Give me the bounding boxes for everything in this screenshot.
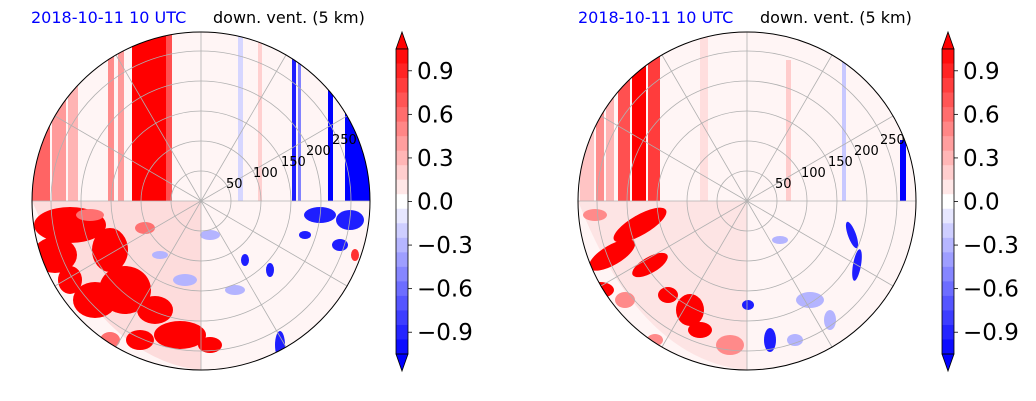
colorbar-tick-label: −0.6 (963, 277, 1019, 303)
colorbar-tick-label: 0.9 (417, 59, 454, 85)
colorbar-band (396, 324, 408, 340)
radial-tick-label: 100 (801, 166, 826, 181)
colorbar-extend-min (395, 353, 409, 373)
colorbar-band (942, 179, 954, 195)
colorbar-band (396, 107, 408, 123)
colorbar-band (942, 150, 954, 166)
colorbar-band (396, 252, 408, 268)
colorbar-tick-label: 0.6 (963, 102, 1000, 128)
colorbar-band (396, 92, 408, 108)
colorbar-band (942, 339, 954, 355)
colorbar-band (396, 165, 408, 181)
radial-tick-label: 250 (880, 133, 905, 148)
panel-2-frame (577, 31, 917, 371)
colorbar-band (396, 78, 408, 93)
panel-2-radial-tick-labels: 50 100 150 200 250 (775, 133, 905, 192)
colorbar-band (942, 252, 954, 268)
colorbar-band (396, 223, 408, 239)
panel-2-grid (578, 32, 916, 370)
colorbar-band (942, 78, 954, 93)
colorbar-band (396, 49, 408, 64)
colorbar-tick-label: −0.3 (963, 233, 1019, 259)
panel-1-title-left: 2018-10-11 10 UTC (31, 8, 186, 27)
colorbar-band (942, 237, 954, 253)
colorbar-band (942, 208, 954, 224)
colorbar-tick-label: −0.9 (417, 320, 473, 346)
colorbar-tick-label: −0.9 (963, 320, 1019, 346)
panel-1-grid (32, 32, 370, 370)
colorbar-band (396, 150, 408, 166)
colorbar-band (942, 310, 954, 326)
colorbar-band (396, 194, 408, 210)
colorbar-band (942, 92, 954, 108)
radial-tick-label: 150 (828, 155, 853, 170)
panel-2-title-left: 2018-10-11 10 UTC (578, 8, 733, 27)
colorbar-band (942, 121, 954, 137)
panel-2: 2018-10-11 10 UTC down. vent. (5 km) (577, 8, 1019, 373)
colorbar-band (942, 194, 954, 210)
colorbar-band (942, 266, 954, 282)
colorbar-band (396, 339, 408, 355)
colorbar-band (942, 107, 954, 123)
colorbar-band (942, 223, 954, 239)
colorbar-tick-label: 0.9 (963, 59, 1000, 85)
radial-tick-label: 100 (253, 166, 278, 181)
colorbar-tick-label: 0.0 (963, 190, 1000, 216)
colorbar-band (396, 295, 408, 311)
colorbar-band (396, 121, 408, 137)
colorbar-tick-label: 0.3 (417, 146, 454, 172)
radial-tick-label: 150 (281, 155, 306, 170)
colorbar-tick-label: 0.0 (417, 190, 454, 216)
panel-1-title-right: down. vent. (5 km) (213, 8, 365, 27)
colorbar-band (942, 136, 954, 152)
radial-tick-label: 50 (226, 177, 243, 192)
colorbar-extend-min (941, 353, 955, 373)
radial-tick-label: 250 (332, 133, 357, 148)
panel-2-title-right: down. vent. (5 km) (760, 8, 912, 27)
colorbar-extend-max (395, 30, 409, 50)
colorbar-band (942, 295, 954, 311)
colorbar-tick-label: 0.6 (417, 102, 454, 128)
radial-tick-label: 50 (775, 177, 792, 192)
colorbar-band (396, 266, 408, 282)
colorbar-band (396, 136, 408, 152)
colorbar-band (942, 49, 954, 64)
radial-tick-label: 200 (306, 144, 331, 159)
colorbar-extend-max (941, 30, 955, 50)
colorbar-tick-label: −0.3 (417, 233, 473, 259)
panel-1-frame (31, 31, 371, 371)
panel-2-colorbar: 0.9 0.6 0.3 0.0 −0.3 −0.6 −0.9 (941, 30, 1019, 373)
colorbar-band (396, 281, 408, 297)
colorbar-band (942, 281, 954, 297)
colorbar-band (942, 324, 954, 340)
colorbar-tick-label: 0.3 (963, 146, 1000, 172)
panel-1: 2018-10-11 10 UTC down. vent. (5 km) (31, 8, 473, 373)
panel-1-radial-tick-labels: 50 100 150 200 250 (226, 133, 357, 192)
colorbar-band (396, 237, 408, 253)
colorbar-band (942, 63, 954, 79)
radial-tick-label: 200 (854, 144, 879, 159)
panel-1-colorbar: 0.9 0.6 0.3 0.0 −0.3 −0.6 −0.9 (395, 30, 473, 373)
colorbar-band (396, 179, 408, 195)
colorbar-band (396, 310, 408, 326)
colorbar-band (396, 208, 408, 224)
colorbar-band (396, 63, 408, 79)
colorbar-band (942, 165, 954, 181)
colorbar-tick-label: −0.6 (417, 277, 473, 303)
